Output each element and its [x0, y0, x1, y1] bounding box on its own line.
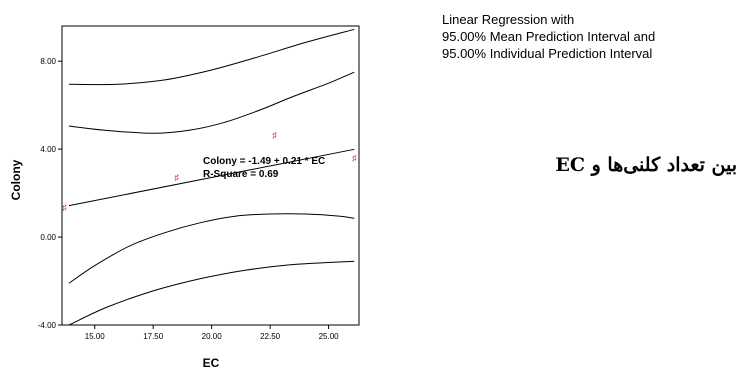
y-tick-label: 4.00 [40, 145, 56, 154]
legend-line-3: 95.00% Individual Prediction Interval [442, 46, 653, 61]
x-tick-label: 15.00 [85, 332, 106, 341]
x-tick-label: 22.50 [260, 332, 281, 341]
data-point: ♯ [352, 153, 357, 163]
mean-interval-upper [68, 71, 355, 134]
data-point: ♯ [62, 202, 67, 212]
r-square-label: R-Square = 0.69 [203, 169, 279, 180]
x-tick-label: 20.00 [202, 332, 223, 341]
data-point: ♯ [174, 173, 179, 183]
x-tick-label: 17.50 [143, 332, 164, 341]
mean-interval-lower [68, 213, 355, 284]
y-tick-label: 0.00 [40, 233, 56, 242]
plot-frame [61, 25, 360, 326]
legend-line-2: 95.00% Mean Prediction Interval and [442, 29, 656, 44]
x-tick-label: 25.00 [319, 332, 340, 341]
x-axis-ticks: 15.00 17.50 20.00 22.50 25.00 [85, 325, 339, 341]
equation-label: Colony = -1.49 + 0.21 * EC [203, 156, 325, 167]
y-tick-label: 8.00 [40, 57, 56, 66]
prediction-interval-lower [68, 260, 355, 326]
persian-title: بین تعداد کلنی‌ها و EC [555, 154, 737, 176]
interval-curves [68, 28, 355, 326]
x-axis-label: EC [203, 356, 220, 370]
data-points: ♯ ♯ ♯ ♯ [62, 130, 357, 213]
y-tick-label: -4.00 [38, 321, 57, 330]
y-axis-ticks: -4.00 0.00 4.00 8.00 [38, 57, 62, 330]
legend-line-1: Linear Regression with [442, 12, 575, 27]
prediction-interval-upper [68, 28, 355, 86]
data-point: ♯ [273, 130, 278, 140]
y-axis-label: Colony [9, 159, 23, 200]
regression-line [68, 148, 355, 207]
